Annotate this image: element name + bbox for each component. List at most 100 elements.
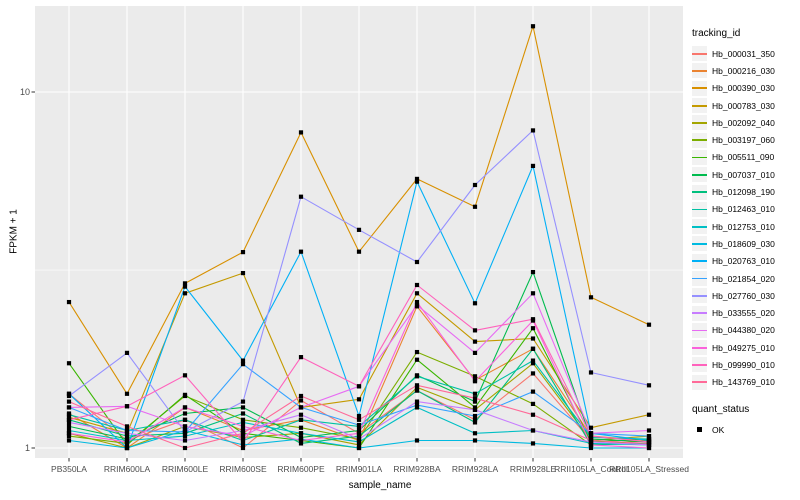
- legend-key-box: [692, 322, 707, 338]
- legend-key-box: [692, 253, 707, 269]
- data-point: [530, 128, 536, 133]
- legend-item: Hb_021854_020: [692, 270, 800, 287]
- data-point: [240, 417, 246, 422]
- y-axis-tick-label: 1: [24, 443, 30, 453]
- legend-key-box: [692, 236, 707, 252]
- legend-title-tracking-id: tracking_id: [692, 28, 741, 39]
- x-axis-tick-label: RRIM928BA: [393, 464, 441, 474]
- x-axis-tick-label: RRIM600SE: [219, 464, 267, 474]
- data-point: [356, 434, 362, 439]
- legend-item-label: Hb_044380_020: [712, 325, 775, 336]
- legend-key-box: [692, 340, 707, 356]
- data-point: [588, 370, 594, 375]
- legend-item-label: Hb_033555_020: [712, 308, 775, 319]
- data-point: [240, 442, 246, 448]
- data-point: [124, 439, 130, 445]
- data-point: [240, 358, 246, 363]
- legend-key-box: [692, 115, 707, 131]
- legend-item-label: Hb_000216_030: [712, 65, 775, 76]
- data-point: [414, 399, 420, 404]
- data-point: [472, 396, 478, 401]
- legend-item: Hb_033555_020: [692, 304, 800, 321]
- legend-item: Hb_007037_010: [692, 166, 800, 183]
- data-point: [182, 429, 188, 434]
- data-point: [182, 373, 188, 378]
- legend-key-line-icon: [692, 122, 707, 124]
- data-point: [66, 391, 72, 396]
- legend-key-box: [692, 422, 707, 437]
- data-point: [530, 371, 536, 376]
- data-point: [588, 438, 594, 443]
- x-axis-tick-label: RRIM600LE: [161, 464, 209, 474]
- legend-item-label: Hb_012463_010: [712, 204, 775, 215]
- data-point: [298, 417, 304, 422]
- data-point: [182, 438, 188, 443]
- data-point: [240, 399, 246, 404]
- legend-item: Hb_049275_010: [692, 339, 800, 356]
- data-point: [414, 402, 420, 408]
- data-point: [472, 431, 478, 436]
- data-point: [414, 282, 420, 288]
- legend-item: Hb_005511_090: [692, 149, 800, 166]
- data-point: [124, 434, 130, 439]
- data-point: [298, 194, 304, 199]
- legend-item-label: Hb_000783_030: [712, 100, 775, 111]
- data-point: [414, 388, 420, 393]
- data-point: [472, 417, 478, 422]
- data-point: [182, 434, 188, 439]
- data-point: [472, 328, 478, 333]
- x-axis-tick-label: RRIM600LA: [103, 464, 151, 474]
- data-point: [472, 182, 478, 188]
- x-axis-title: sample_name: [348, 480, 412, 491]
- data-point: [356, 249, 362, 254]
- x-axis-tick-label: RRIM600PE: [277, 464, 325, 474]
- legend-item-label: Hb_143769_010: [712, 377, 775, 388]
- data-point: [240, 439, 246, 445]
- data-point: [472, 438, 478, 443]
- data-point: [356, 397, 362, 402]
- legend-key-box: [692, 271, 707, 286]
- data-point: [530, 346, 536, 351]
- data-point: [298, 425, 304, 430]
- data-point: [298, 438, 304, 443]
- data-point: [240, 445, 246, 451]
- data-point: [588, 434, 594, 439]
- legend-key-line-icon: [692, 156, 707, 159]
- legend-key-line-icon: [692, 225, 707, 228]
- data-point: [182, 291, 188, 296]
- data-point: [472, 374, 478, 379]
- data-point: [414, 176, 420, 182]
- legend-item-label: Hb_000390_030: [712, 83, 775, 94]
- data-point: [124, 404, 130, 409]
- x-axis-tick-label: RRII105LA_Control: [554, 464, 628, 474]
- legend-key-line-icon: [692, 87, 707, 90]
- data-point: [646, 445, 652, 451]
- data-point: [66, 434, 72, 439]
- data-point: [414, 357, 420, 362]
- data-point: [472, 413, 478, 419]
- data-point: [530, 269, 536, 275]
- legend-key-box: [692, 98, 707, 114]
- data-point: [182, 417, 188, 422]
- data-point: [124, 445, 130, 451]
- data-point: [240, 431, 246, 436]
- data-point: [356, 413, 362, 419]
- data-point: [472, 407, 478, 412]
- legend-key-box: [692, 149, 707, 165]
- legend-item: Hb_002092_040: [692, 114, 800, 131]
- data-point: [530, 326, 536, 331]
- x-axis-tick-label: RRII105LA_Stressed: [609, 464, 689, 474]
- data-point: [414, 438, 420, 443]
- legend-key-line-icon: [692, 52, 707, 55]
- legend-item-label: Hb_012098_190: [712, 187, 775, 198]
- legend-item-label: Hb_002092_040: [712, 117, 775, 128]
- legend-key-line-icon: [692, 104, 707, 107]
- legend-item: Hb_020763_010: [692, 253, 800, 270]
- data-point: [530, 163, 536, 169]
- legend-key-line-icon: [692, 329, 707, 332]
- legend-panel: tracking_id Hb_000031_350 Hb_000216_030 Hb…: [692, 28, 800, 438]
- legend-item-label: Hb_027760_030: [712, 290, 775, 301]
- legend-key-box: [692, 219, 707, 235]
- data-point: [182, 411, 188, 416]
